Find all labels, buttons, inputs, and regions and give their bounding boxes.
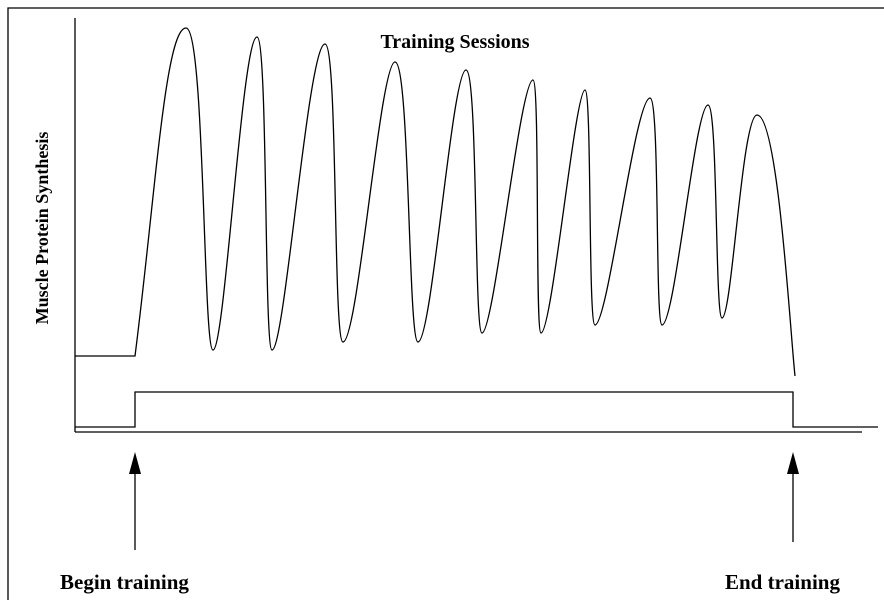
begin-label: Begin training <box>60 570 189 594</box>
arrow-begin-head <box>129 452 141 474</box>
end-label: End training <box>725 570 840 594</box>
title: Training Sessions <box>380 31 529 53</box>
training-period <box>75 391 878 428</box>
arrow-end-head <box>787 452 799 474</box>
frame <box>7 7 884 600</box>
y-axis-label: Muscle Protein Synthesis <box>32 132 52 325</box>
synthesis-curve <box>75 27 796 377</box>
